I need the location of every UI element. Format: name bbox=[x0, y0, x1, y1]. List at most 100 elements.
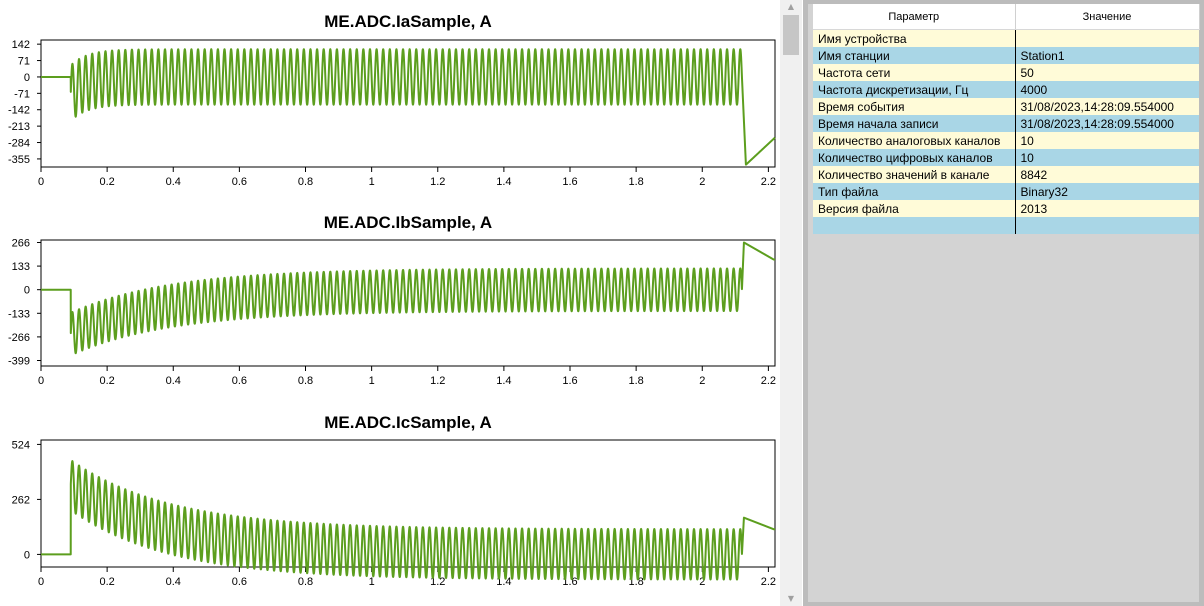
chart-2: ME.ADC.IbSample, A 266 133 0 -133 -266 -399 0 0.… bbox=[8, 213, 776, 387]
y-tick-label: -284 bbox=[8, 138, 30, 150]
table-row[interactable]: Время события 31/08/2023,14:28:09.554000 bbox=[813, 98, 1199, 115]
x-tick-label: 2.2 bbox=[761, 576, 776, 588]
signal-line bbox=[40, 460, 776, 581]
y-tick-label: -355 bbox=[8, 154, 30, 166]
x-tick-label: 1.4 bbox=[496, 375, 511, 387]
x-tick-label: 0.4 bbox=[166, 375, 181, 387]
value-cell[interactable]: Station1 bbox=[1015, 47, 1199, 64]
param-cell[interactable]: Время начала записи bbox=[813, 115, 1016, 132]
x-tick-label: 1.6 bbox=[562, 375, 577, 387]
y-tick-label: 71 bbox=[18, 56, 30, 68]
chart-title: ME.ADC.IaSample, A bbox=[324, 12, 492, 31]
x-tick-label: 0.4 bbox=[166, 176, 181, 188]
table-row[interactable]: Время начала записи 31/08/2023,14:28:09.5… bbox=[813, 115, 1199, 132]
table-row[interactable] bbox=[813, 217, 1199, 234]
x-tick-label: 2 bbox=[699, 375, 705, 387]
y-tick-label: 524 bbox=[12, 439, 30, 451]
table-row[interactable]: Версия файла 2013 bbox=[813, 200, 1199, 217]
table-row[interactable]: Количество цифровых каналов 10 bbox=[813, 149, 1199, 166]
x-tick-label: 1.2 bbox=[430, 176, 445, 188]
chart-1: ME.ADC.IaSample, A 142 71 0 -71 -142 -213 -284 -… bbox=[8, 12, 776, 188]
param-cell[interactable]: Версия файла bbox=[813, 200, 1016, 217]
table-row[interactable]: Количество значений в канале 8842 bbox=[813, 166, 1199, 183]
y-tick-label: -399 bbox=[8, 355, 30, 367]
value-cell[interactable]: 10 bbox=[1015, 149, 1199, 166]
column-header-value[interactable]: Значение bbox=[1015, 4, 1200, 30]
x-tick-label: 2 bbox=[699, 176, 705, 188]
x-tick-label: 0.8 bbox=[298, 375, 313, 387]
value-cell[interactable]: 31/08/2023,14:28:09.554000 bbox=[1015, 98, 1199, 115]
scroll-down-icon[interactable]: ▼ bbox=[787, 594, 795, 603]
value-cell[interactable]: 31/08/2023,14:28:09.554000 bbox=[1015, 115, 1199, 132]
plot-frame bbox=[40, 239, 776, 367]
param-cell[interactable]: Имя устройства bbox=[813, 29, 1016, 47]
x-tick-label: 1.2 bbox=[430, 375, 445, 387]
table-row[interactable]: Частота сети 50 bbox=[813, 64, 1199, 81]
properties-panel-inner: Параметр Значение Имя устройства Имя стан… bbox=[808, 4, 1200, 602]
y-tick-label: 142 bbox=[12, 39, 30, 51]
x-tick-label: 0.4 bbox=[166, 576, 181, 588]
x-tick-label: 0.6 bbox=[232, 176, 247, 188]
x-tick-label: 2 bbox=[699, 576, 705, 588]
scroll-thumb[interactable] bbox=[783, 15, 799, 55]
x-tick-label: 0.2 bbox=[99, 176, 114, 188]
param-cell[interactable]: Количество значений в канале bbox=[813, 166, 1016, 183]
table-row[interactable]: Тип файла Binary32 bbox=[813, 183, 1199, 200]
y-tick-label: 262 bbox=[12, 494, 30, 506]
y-tick-label: 133 bbox=[12, 261, 30, 273]
value-cell[interactable]: 10 bbox=[1015, 132, 1199, 149]
value-cell[interactable]: 2013 bbox=[1015, 200, 1199, 217]
value-cell[interactable]: 50 bbox=[1015, 64, 1199, 81]
x-tick-label: 1 bbox=[369, 576, 375, 588]
chart-title: ME.ADC.IbSample, A bbox=[324, 213, 492, 232]
x-tick-label: 0.2 bbox=[99, 576, 114, 588]
vertical-scrollbar[interactable]: ▲ ▼ bbox=[780, 0, 802, 606]
x-tick-label: 0 bbox=[38, 375, 44, 387]
table-header-row: Параметр Значение bbox=[813, 4, 1200, 30]
charts-canvas: ME.ADC.IaSample, A 142 71 0 -71 -142 -213 -284 -… bbox=[8, 12, 776, 588]
x-tick-label: 0.6 bbox=[232, 576, 247, 588]
param-cell[interactable] bbox=[813, 217, 1016, 234]
chart-title: ME.ADC.IcSample, A bbox=[324, 413, 492, 432]
param-cell[interactable]: Количество цифровых каналов bbox=[813, 149, 1016, 166]
x-tick-label: 0 bbox=[38, 576, 44, 588]
table-row[interactable]: Имя устройства bbox=[813, 29, 1199, 47]
scroll-up-icon[interactable]: ▲ bbox=[787, 2, 795, 11]
value-cell[interactable] bbox=[1015, 29, 1199, 47]
x-tick-label: 0 bbox=[38, 176, 44, 188]
param-cell[interactable]: Время события bbox=[813, 98, 1016, 115]
y-tick-label: 266 bbox=[12, 237, 30, 249]
x-tick-label: 0.8 bbox=[298, 176, 313, 188]
table-row[interactable]: Частота дискретизации, Гц 4000 bbox=[813, 81, 1199, 98]
y-tick-label: -71 bbox=[14, 88, 30, 100]
value-cell[interactable]: 4000 bbox=[1015, 81, 1199, 98]
table-row[interactable]: Количество аналоговых каналов 10 bbox=[813, 132, 1199, 149]
column-header-param[interactable]: Параметр bbox=[813, 4, 1016, 30]
chart-3: ME.ADC.IcSample, A 524 262 0 0 0.2 0.4 0.6 0.8 1 1… bbox=[12, 413, 776, 588]
x-tick-label: 1.6 bbox=[562, 176, 577, 188]
param-cell[interactable]: Количество аналоговых каналов bbox=[813, 132, 1016, 149]
x-tick-label: 1.8 bbox=[628, 176, 643, 188]
value-cell[interactable]: 8842 bbox=[1015, 166, 1199, 183]
param-cell[interactable]: Тип файла bbox=[813, 183, 1016, 200]
param-cell[interactable]: Частота дискретизации, Гц bbox=[813, 81, 1016, 98]
table-row[interactable]: Имя станции Station1 bbox=[813, 47, 1199, 64]
x-tick-label: 0.2 bbox=[99, 375, 114, 387]
value-cell[interactable]: Binary32 bbox=[1015, 183, 1199, 200]
x-tick-label: 1.4 bbox=[496, 576, 511, 588]
x-tick-label: 2.2 bbox=[761, 375, 776, 387]
x-tick-label: 1.4 bbox=[496, 176, 511, 188]
x-tick-label: 0.8 bbox=[298, 576, 313, 588]
x-tick-label: 1 bbox=[369, 176, 375, 188]
y-tick-label: -266 bbox=[8, 332, 30, 344]
param-cell[interactable]: Имя станции bbox=[813, 47, 1016, 64]
y-tick-label: -133 bbox=[8, 308, 30, 320]
y-tick-label: 0 bbox=[24, 549, 30, 561]
x-tick-label: 0.6 bbox=[232, 375, 247, 387]
param-cell[interactable]: Частота сети bbox=[813, 64, 1016, 81]
plot-frame bbox=[40, 39, 776, 168]
properties-table[interactable]: Параметр Значение Имя устройства Имя стан… bbox=[813, 4, 1200, 234]
x-tick-label: 1.8 bbox=[628, 375, 643, 387]
y-tick-label: 0 bbox=[24, 285, 30, 297]
value-cell[interactable] bbox=[1015, 217, 1199, 234]
